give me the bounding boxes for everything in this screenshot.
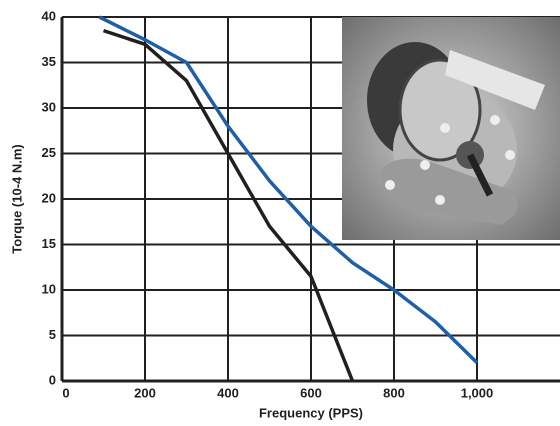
x-tick-label: 400 <box>217 385 239 400</box>
x-tick-label: 800 <box>383 385 405 400</box>
x-axis-label: Frequency (PPS) <box>259 405 363 420</box>
y-tick-label: 20 <box>42 190 56 205</box>
y-tick-label: 15 <box>42 236 56 251</box>
x-tick-label: 200 <box>134 385 156 400</box>
y-tick-label: 30 <box>42 99 56 114</box>
labels: Frequency (PPS) Torque (10-4 N.m) 0 5 10 15… <box>9 8 493 420</box>
y-tick-label: 0 <box>49 372 56 387</box>
y-tick-label: 40 <box>42 8 56 23</box>
lines <box>98 15 479 382</box>
x-tick-label: 0 <box>62 385 69 400</box>
y-tick-label: 25 <box>42 145 56 160</box>
series-line <box>102 28 355 382</box>
series-line <box>98 15 479 365</box>
y-tick-label: 10 <box>42 281 56 296</box>
x-tick-label: 1,000 <box>461 385 494 400</box>
y-axis-label: Torque (10-4 N.m) <box>9 144 24 254</box>
motor-photo <box>342 17 560 240</box>
y-tick-label: 5 <box>49 327 56 342</box>
y-tick-label: 35 <box>42 54 56 69</box>
x-tick-label: 600 <box>300 385 322 400</box>
